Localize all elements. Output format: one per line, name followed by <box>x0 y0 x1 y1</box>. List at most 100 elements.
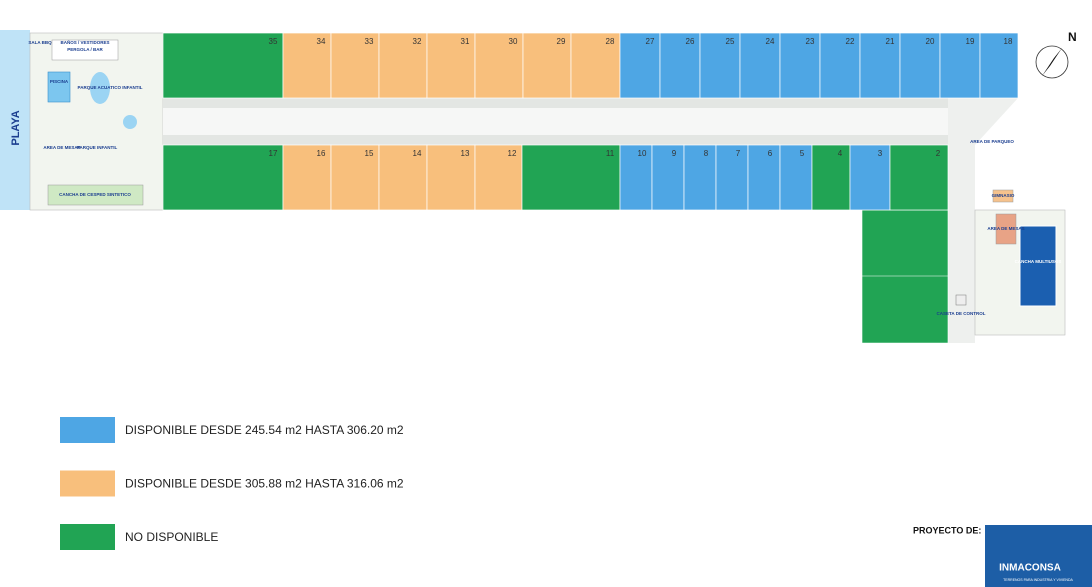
lot-number: 11 <box>606 149 615 158</box>
gym <box>992 189 1014 203</box>
lot-number: 31 <box>461 37 470 46</box>
legend-label: DISPONIBLE DESDE 245.54 m2 HASTA 306.20 … <box>125 423 404 437</box>
amenity-zone <box>29 32 164 211</box>
lot <box>683 144 717 211</box>
lot-number: 12 <box>508 149 517 158</box>
logo-tagline: TERRENOS PARA INDUSTRIA Y VIVIENDA <box>1003 578 1073 582</box>
lot-number: 28 <box>606 37 615 46</box>
logo-name: INMACONSA <box>999 563 1061 574</box>
amenity-label: PISCINA <box>50 79 69 84</box>
lot <box>378 32 428 99</box>
lot-number: 20 <box>926 37 935 46</box>
lot <box>162 144 284 211</box>
lot <box>474 144 523 211</box>
lot-number: 29 <box>557 37 566 46</box>
lot <box>889 144 949 211</box>
lot <box>899 32 941 99</box>
amenity-label: CASETA DE CONTROL <box>937 311 986 316</box>
lot-number: 23 <box>806 37 815 46</box>
lot-number: 8 <box>704 149 709 158</box>
lot <box>811 144 851 211</box>
lot-number: 27 <box>646 37 655 46</box>
amenity-label: PARQUE INFANTIL <box>77 145 118 150</box>
lot-number: 2 <box>936 149 941 158</box>
lot-number: 6 <box>768 149 773 158</box>
amenity-label: PERGOLA / BAR <box>67 47 103 52</box>
lot-number: 24 <box>766 37 775 46</box>
water-park <box>90 72 110 104</box>
compass-label: N <box>1068 30 1077 44</box>
lot-number: 15 <box>365 149 374 158</box>
lot-number: 22 <box>846 37 855 46</box>
lot <box>747 144 781 211</box>
side-road <box>948 98 1018 343</box>
lot-number: 4 <box>838 149 843 158</box>
lot-number: 34 <box>317 37 326 46</box>
lot <box>779 32 821 99</box>
road <box>163 108 953 135</box>
fountain <box>123 115 137 129</box>
project-label: PROYECTO DE: <box>913 525 981 535</box>
lot <box>715 144 749 211</box>
legend-swatch <box>60 470 115 497</box>
lot-number: 13 <box>461 149 470 158</box>
amenity-label: PARQUE ACUATICO INFANTIL <box>78 85 143 90</box>
amenity-label: AREA DE PARQUEO <box>970 139 1014 144</box>
lot <box>849 144 891 211</box>
lot-number: 5 <box>800 149 805 158</box>
lot-number: 30 <box>509 37 518 46</box>
lot-number: 14 <box>413 149 422 158</box>
lot <box>522 32 572 99</box>
lot <box>739 32 781 99</box>
lot <box>859 32 901 99</box>
turf-court <box>47 184 144 206</box>
court <box>1019 225 1057 307</box>
lot <box>426 32 476 99</box>
compass: N <box>1035 30 1077 79</box>
lot-number: 21 <box>886 37 895 46</box>
lot-number: 18 <box>1004 37 1013 46</box>
amenity-label: CANCHA MULTIUSOS <box>1015 259 1062 264</box>
amenity-label: AREA DE MESAS <box>43 145 80 150</box>
amenity-label: AREA DE MESAS <box>987 226 1024 231</box>
lot-number: 17 <box>269 149 278 158</box>
legend-label: DISPONIBLE DESDE 305.88 m2 HASTA 316.06 … <box>125 477 404 491</box>
legend-label: NO DISPONIBLE <box>125 530 218 544</box>
lot-number: 7 <box>736 149 741 158</box>
lot-number: 10 <box>638 149 647 158</box>
lot <box>330 32 380 99</box>
lot-number: 16 <box>317 149 326 158</box>
lot <box>651 144 685 211</box>
amenity-label: SALA BBQ <box>28 40 52 45</box>
lot <box>330 144 380 211</box>
lot-number: 9 <box>672 149 677 158</box>
beach <box>0 30 30 210</box>
amenity-label: CANCHA DE CESPED SINTETICO <box>59 192 131 197</box>
lower-lot <box>861 209 949 344</box>
legend-swatch <box>60 524 115 550</box>
pergola <box>51 39 119 61</box>
lot <box>819 32 861 99</box>
lot <box>162 32 284 99</box>
lot-number: 25 <box>726 37 735 46</box>
lot <box>779 144 813 211</box>
lot-number: 35 <box>269 37 278 46</box>
lot <box>426 144 476 211</box>
lot-number: 26 <box>686 37 695 46</box>
lot-number: 32 <box>413 37 422 46</box>
beach-label: PLAYA <box>10 110 22 145</box>
lot <box>979 32 1019 99</box>
lot-number: 3 <box>878 149 883 158</box>
lot <box>521 144 621 211</box>
lot-number: 33 <box>365 37 374 46</box>
logo <box>985 525 1092 587</box>
lot <box>619 144 653 211</box>
tables-area <box>995 213 1017 245</box>
lot <box>378 144 428 211</box>
lot <box>282 144 332 211</box>
amenity-label: GIMNASIO <box>992 193 1015 198</box>
lot <box>474 32 524 99</box>
lot <box>570 32 621 99</box>
control-booth <box>955 294 967 306</box>
